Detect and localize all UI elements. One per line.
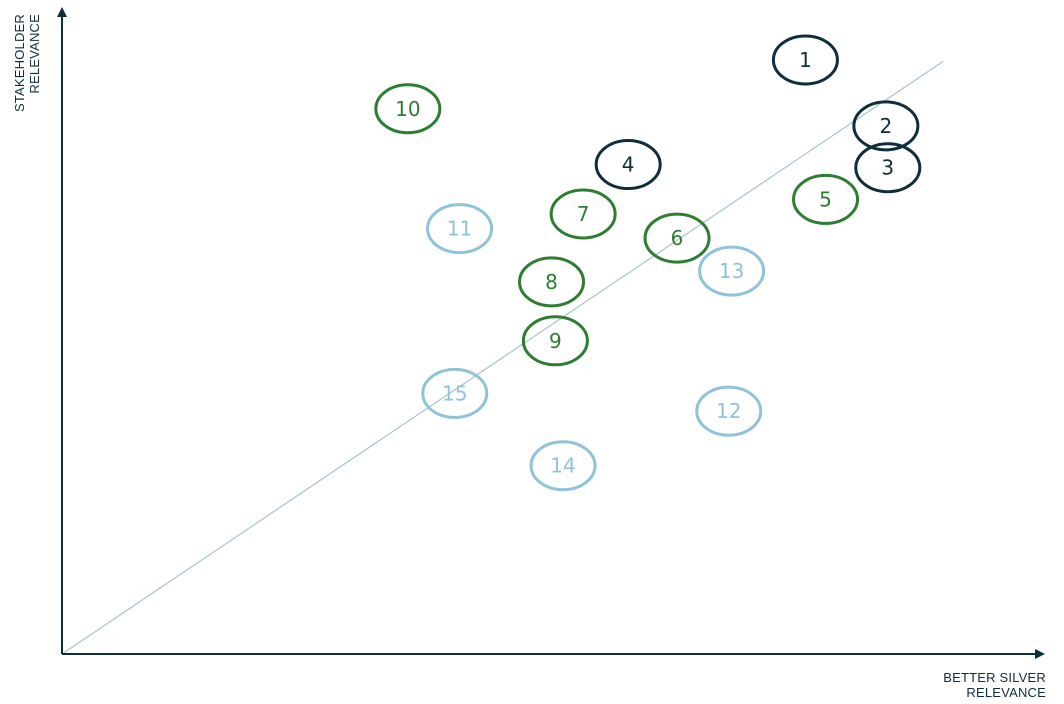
- point-marker-6: [643, 212, 711, 264]
- point-marker-2: [852, 100, 920, 152]
- point-label-13: 13: [719, 259, 744, 283]
- point-label-5: 5: [819, 187, 832, 211]
- point-label-12: 12: [716, 399, 741, 423]
- point-14: 14: [529, 440, 597, 492]
- point-10: 10: [374, 83, 442, 135]
- point-marker-15: [421, 367, 489, 419]
- point-marker-12: [695, 385, 763, 437]
- point-15: 15: [421, 367, 489, 419]
- point-5: 5: [792, 173, 860, 225]
- point-label-8: 8: [545, 270, 558, 294]
- point-1: 1: [771, 34, 839, 86]
- point-11: 11: [426, 203, 494, 255]
- point-marker-1: [771, 34, 839, 86]
- point-label-2: 2: [880, 114, 893, 138]
- point-7: 7: [549, 188, 617, 240]
- point-marker-3: [854, 142, 922, 194]
- point-marker-10: [374, 83, 442, 135]
- point-marker-5: [792, 173, 860, 225]
- point-marker-7: [549, 188, 617, 240]
- point-9: 9: [521, 315, 589, 367]
- point-label-15: 15: [442, 381, 467, 405]
- point-6: 6: [643, 212, 711, 264]
- point-marker-13: [698, 245, 766, 297]
- point-label-11: 11: [447, 217, 472, 241]
- point-13: 13: [698, 245, 766, 297]
- point-3: 3: [854, 142, 922, 194]
- y-axis-label: STAKEHOLDER RELEVANCE: [12, 14, 46, 132]
- point-label-6: 6: [671, 226, 684, 250]
- point-marker-11: [426, 203, 494, 255]
- point-label-10: 10: [395, 97, 420, 121]
- point-label-4: 4: [622, 153, 635, 177]
- trend-line: [61, 60, 944, 655]
- point-8: 8: [518, 256, 586, 308]
- x-axis-label-line-1: BETTER SILVER: [943, 670, 1046, 685]
- point-marker-4: [594, 139, 662, 191]
- y-axis-label-line-2: RELEVANCE: [27, 14, 42, 94]
- point-label-3: 3: [881, 156, 894, 180]
- point-marker-14: [529, 440, 597, 492]
- point-label-7: 7: [577, 202, 590, 226]
- point-label-14: 14: [550, 454, 575, 478]
- point-marker-9: [521, 315, 589, 367]
- x-axis-label-line-2: RELEVANCE: [966, 685, 1046, 700]
- y-axis-label-line-1: STAKEHOLDER: [12, 14, 27, 113]
- point-4: 4: [594, 139, 662, 191]
- point-12: 12: [695, 385, 763, 437]
- point-label-9: 9: [549, 329, 562, 353]
- point-label-1: 1: [799, 48, 812, 72]
- x-axis-label: BETTER SILVER RELEVANCE: [943, 670, 1046, 700]
- point-marker-8: [518, 256, 586, 308]
- point-2: 2: [852, 100, 920, 152]
